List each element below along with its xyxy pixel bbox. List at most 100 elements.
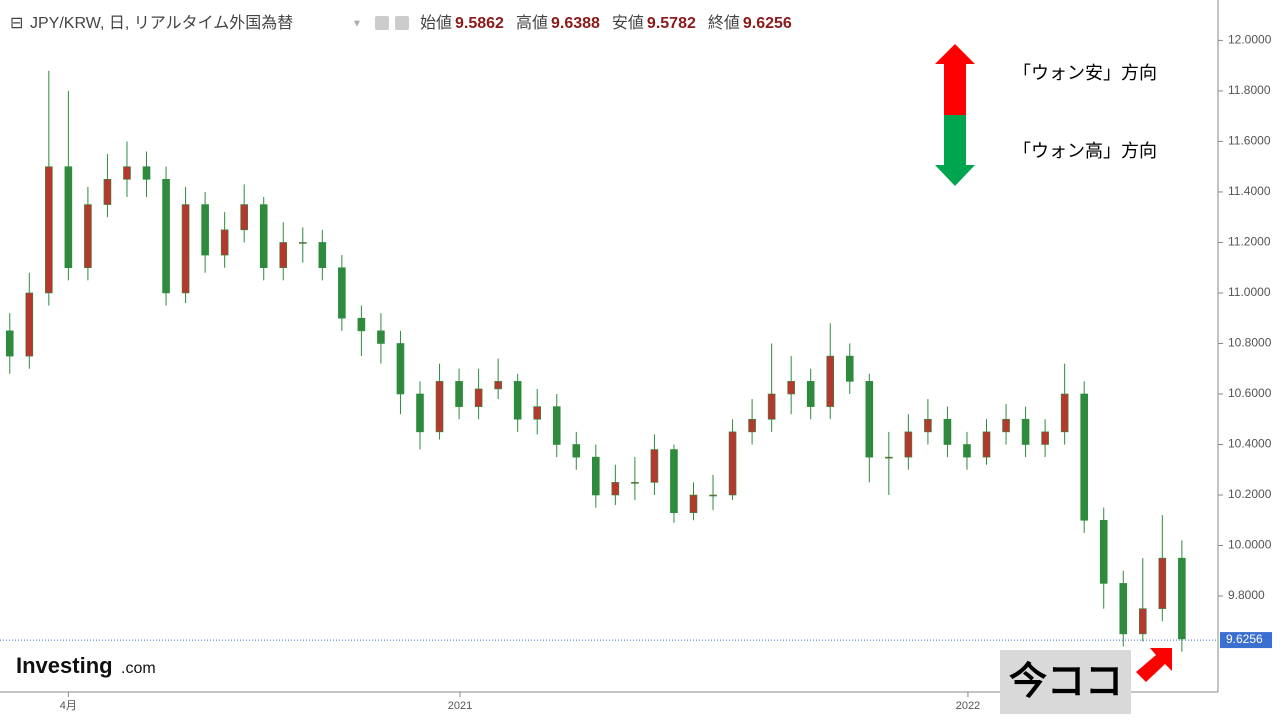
header-value: 9.6256: [743, 15, 792, 32]
header-label: 終値: [708, 14, 740, 32]
candle-body: [103, 179, 112, 205]
candle-body: [123, 166, 131, 180]
y-tick-label: 11.4000: [1228, 184, 1271, 198]
header-value: 9.5782: [647, 15, 696, 32]
candle-body: [396, 343, 405, 395]
header-label: 安値: [612, 14, 644, 32]
candle-body: [1099, 519, 1108, 584]
candle-body: [142, 166, 151, 180]
candle-body: [885, 456, 893, 459]
candle-body: [806, 381, 815, 407]
candle-body: [474, 388, 483, 407]
candle-body: [611, 482, 620, 496]
candle-body: [435, 381, 444, 433]
candle-body: [533, 406, 542, 420]
candle-body: [377, 330, 385, 344]
candle-body: [1119, 583, 1128, 635]
candle-body: [181, 204, 190, 294]
down-arrow: [935, 115, 975, 186]
logo: Investing: [16, 653, 113, 678]
candle-body: [84, 204, 92, 269]
last-price-label: 9.6256: [1226, 632, 1263, 646]
x-tick-label: 2021: [448, 700, 472, 712]
candle-body: [45, 166, 53, 294]
annotation-box: [1000, 650, 1131, 714]
y-tick-label: 10.0000: [1228, 538, 1272, 552]
candle-body: [631, 482, 639, 484]
settings-icon[interactable]: [375, 16, 389, 30]
candle-body: [1178, 557, 1186, 640]
y-tick-label: 12.0000: [1228, 33, 1272, 47]
candle-body: [416, 393, 424, 433]
header-value: 9.6388: [551, 15, 600, 32]
candle-body: [162, 179, 170, 294]
x-tick-label: 4月: [60, 700, 77, 712]
candle-body: [298, 242, 307, 244]
candle-body: [357, 317, 366, 332]
header-label: 始値: [420, 14, 452, 32]
y-tick-label: 10.2000: [1228, 487, 1272, 501]
candle-body: [670, 449, 678, 513]
collapse-icon[interactable]: ⊟: [10, 15, 23, 32]
candle-body: [64, 166, 73, 269]
plot-area: [0, 70, 1218, 652]
candle-body: [259, 204, 268, 269]
candle-body: [1041, 431, 1049, 445]
candle-body: [689, 494, 698, 513]
candle-body: [455, 381, 463, 407]
y-tick-label: 10.8000: [1228, 336, 1272, 350]
candle-body: [982, 431, 991, 458]
candle-body: [201, 204, 209, 256]
candle-body: [552, 406, 561, 445]
header-label: 高値: [516, 14, 548, 32]
candle-body: [943, 418, 952, 445]
candle-body: [650, 449, 659, 483]
candle-body: [1021, 418, 1030, 445]
candle-body: [865, 381, 874, 458]
annotation: 今ココ: [1009, 661, 1123, 703]
y-tick-label: 9.8000: [1228, 588, 1265, 602]
logo: .com: [121, 660, 156, 677]
candle-body: [826, 355, 835, 407]
ohlc-header: 始値 9.5862 高値 9.6388 安値 9.5782 終値 9.6256: [420, 14, 792, 32]
candle-body: [709, 494, 717, 497]
candle-body: [220, 229, 229, 256]
candle-body: [338, 267, 346, 319]
candle-body: [1080, 393, 1088, 521]
candle-body: [494, 381, 502, 390]
candle-body: [904, 431, 913, 458]
candle-body: [1002, 418, 1010, 433]
candle-body: [318, 242, 327, 269]
y-tick-label: 11.0000: [1228, 285, 1271, 299]
pointer-arrow: [1136, 648, 1172, 682]
dropdown-icon[interactable]: ▼: [352, 19, 362, 30]
candle-body: [279, 242, 288, 269]
y-tick-label: 10.6000: [1228, 386, 1272, 400]
candle-body: [572, 444, 581, 458]
candle-body: [767, 393, 776, 420]
candle-body: [963, 444, 971, 458]
candle-body: [1060, 393, 1069, 433]
chart-title: JPY/KRW, 日, リアルタイム外国為替: [30, 14, 293, 32]
annotation: 「ウォン安」方向: [1013, 63, 1157, 83]
candle-body: [1158, 557, 1167, 609]
header-value: 9.5862: [455, 15, 504, 32]
candle-body: [592, 456, 600, 496]
annotation: 「ウォン高」方向: [1013, 141, 1157, 161]
y-tick-label: 11.6000: [1228, 134, 1271, 148]
settings-icon[interactable]: [395, 16, 409, 30]
y-tick-label: 11.2000: [1228, 235, 1271, 249]
candle-body: [728, 431, 737, 496]
last-price-box: [1220, 632, 1272, 649]
candle-body: [513, 381, 522, 420]
x-tick-label: 2022: [956, 700, 980, 712]
candle-body: [25, 292, 34, 357]
candle-body: [1138, 608, 1147, 635]
candle-body: [924, 418, 932, 433]
candle-body: [748, 418, 756, 433]
candle-body: [845, 355, 854, 382]
up-arrow: [935, 44, 975, 115]
candle-body: [5, 330, 14, 357]
y-tick-label: 11.8000: [1228, 83, 1271, 97]
